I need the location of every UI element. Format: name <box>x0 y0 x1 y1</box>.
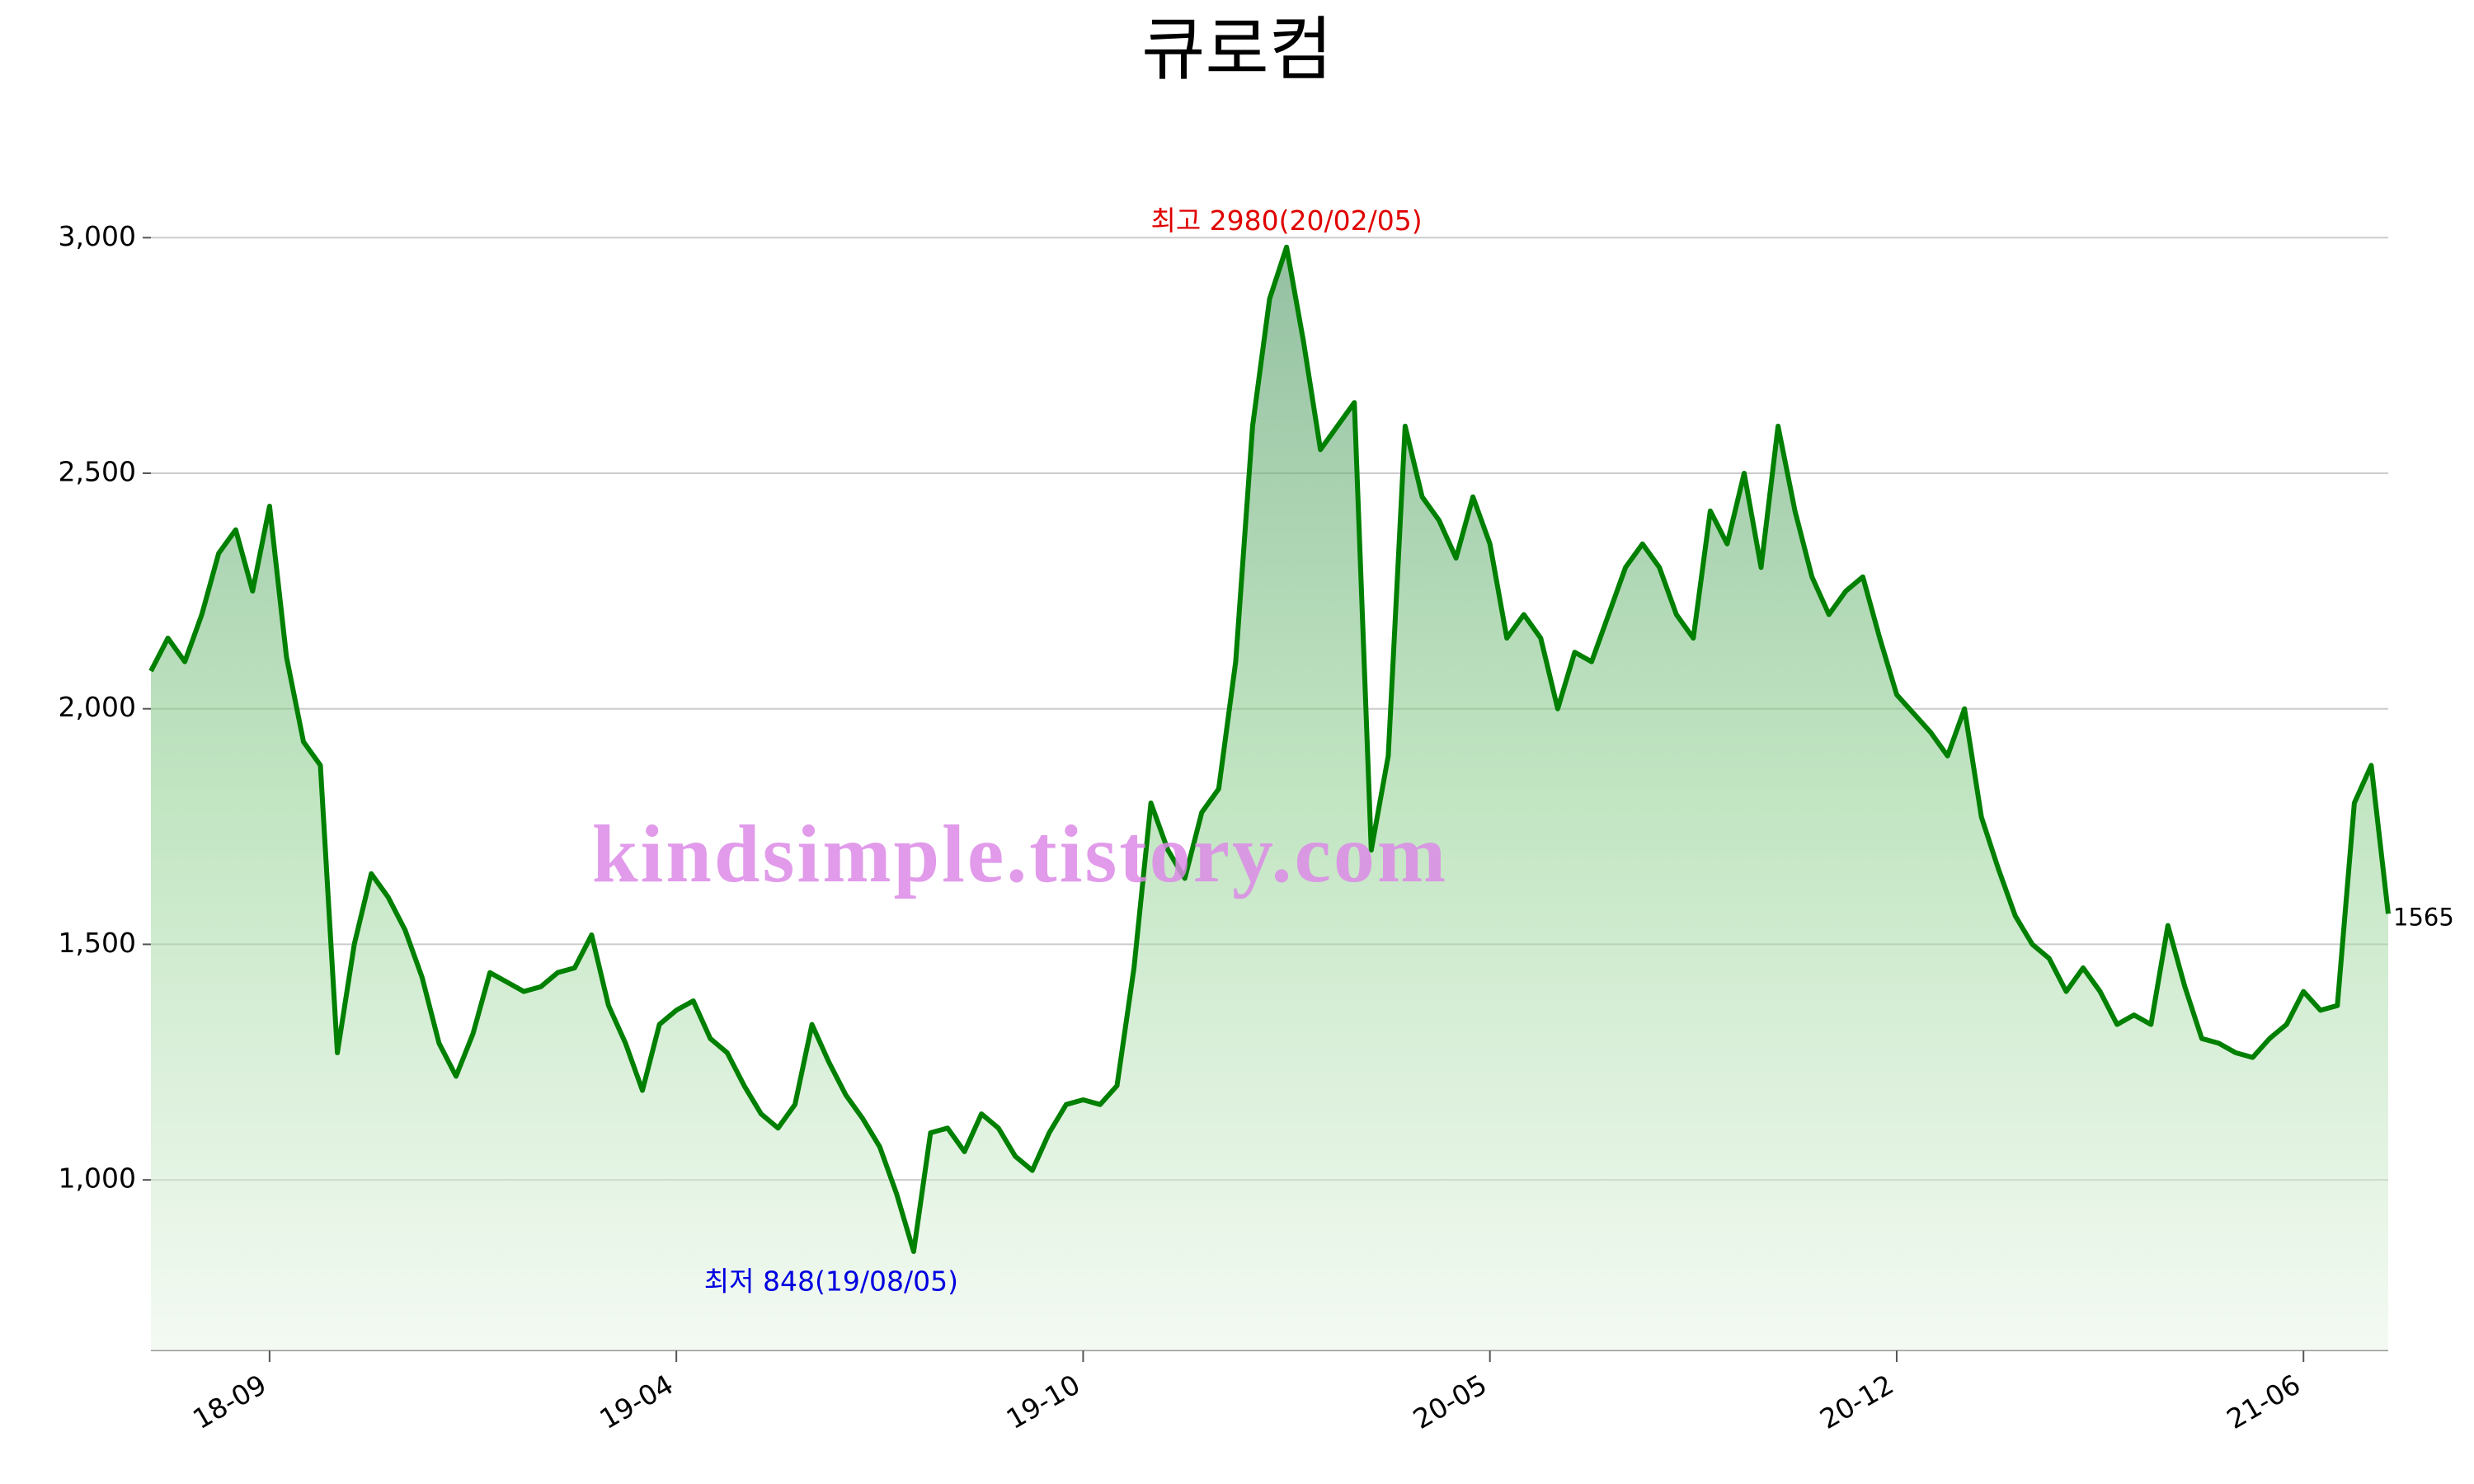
x-tick-label: 20-12 <box>1814 1368 1899 1435</box>
last-value-label: 1565 <box>2393 903 2454 931</box>
y-tick-label: 3,000 <box>59 220 136 252</box>
x-tick-label: 19-10 <box>1001 1368 1086 1435</box>
area <box>151 247 2388 1351</box>
y-tick-label: 1,000 <box>59 1162 136 1195</box>
x-tick-label: 21-06 <box>2221 1368 2306 1435</box>
min-annotation: 최저 848(19/08/05) <box>704 1266 958 1298</box>
max-annotation: 최고 2980(20/02/05) <box>1150 204 1422 237</box>
chart-title: 큐로컴 <box>1141 9 1333 90</box>
x-tick-label: 18-09 <box>187 1368 272 1435</box>
watermark: kindsimple.tistory.com <box>592 808 1448 899</box>
y-tick-label: 1,500 <box>59 927 136 959</box>
x-tick-label: 20-05 <box>1408 1368 1493 1435</box>
price-line <box>148 244 2391 1254</box>
x-tick-label: 19-04 <box>594 1368 679 1435</box>
y-tick-label: 2,000 <box>59 691 136 723</box>
y-tick-label: 2,500 <box>59 456 136 488</box>
